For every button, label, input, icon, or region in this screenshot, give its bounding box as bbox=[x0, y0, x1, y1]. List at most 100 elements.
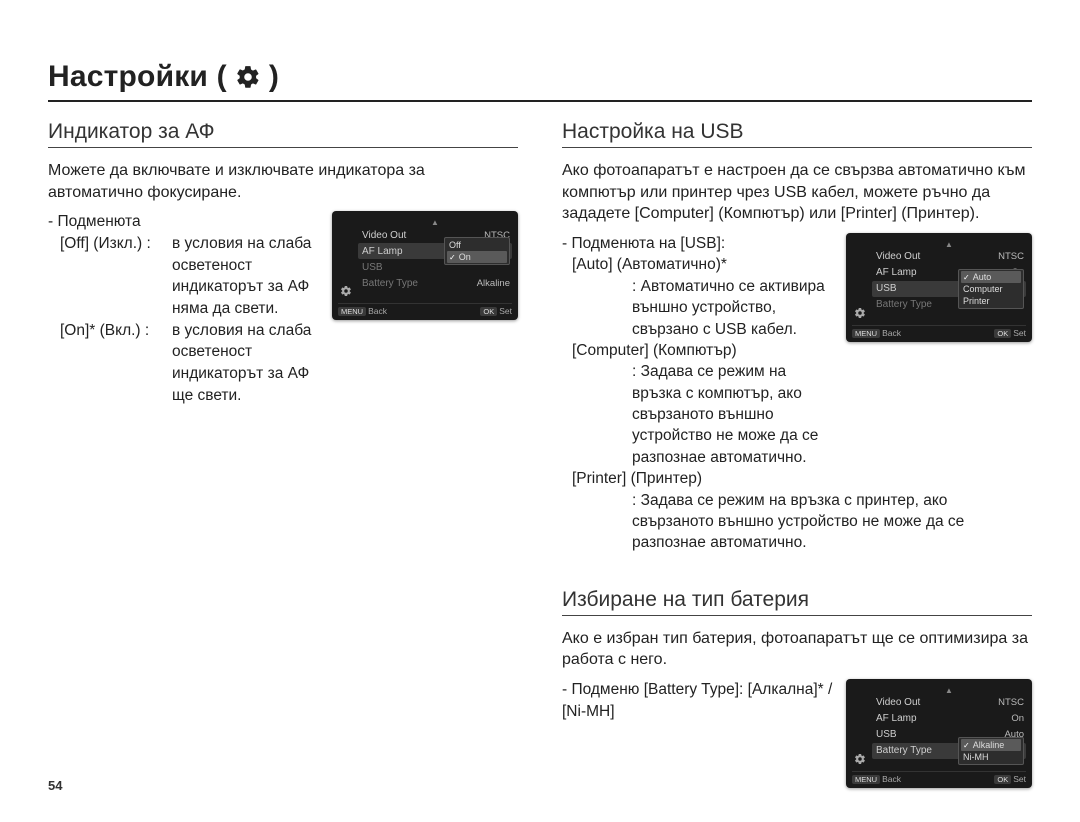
menu-button: MENU bbox=[852, 775, 880, 784]
usb-intro: Ако фотоапаратът е настроен да се свързв… bbox=[562, 160, 1032, 225]
menu-row-value: NTSC bbox=[998, 251, 1024, 262]
usb-submenu-text: - Подменюта на [USB]: [Auto] (Автоматичн… bbox=[562, 233, 834, 468]
usb-item-label: [Printer] (Принтер) bbox=[572, 468, 1032, 489]
dropdown-item-label: On bbox=[459, 252, 471, 262]
set-label: Set bbox=[499, 306, 512, 316]
gear-icon bbox=[854, 307, 866, 319]
dropdown-item-label: Ni-MH bbox=[963, 752, 989, 762]
menu-row-label: AF Lamp bbox=[876, 713, 917, 724]
menu-button: MENU bbox=[338, 307, 366, 316]
menu-row-label: Battery Type bbox=[876, 745, 932, 756]
menu-row-value: NTSC bbox=[998, 697, 1024, 708]
af-screen: ▲Video OutNTSCAF LampOffOnUSBBattery Typ… bbox=[332, 211, 518, 320]
usb-item-label: [Auto] (Автоматично)* bbox=[572, 254, 834, 275]
menu-row-value: On bbox=[1011, 713, 1024, 724]
dropdown: Alkaline Ni-MH bbox=[958, 737, 1024, 765]
menu-row-label: Video Out bbox=[876, 251, 920, 262]
menu-row-value: Alkaline bbox=[477, 278, 510, 289]
screen-footer: MENUBack OKSet bbox=[338, 303, 512, 316]
af-heading: Индикатор за АФ bbox=[48, 120, 518, 148]
ok-button: OK bbox=[994, 329, 1011, 338]
menu-row: Video Out NTSC bbox=[872, 695, 1026, 711]
chevron-up-icon: ▲ bbox=[872, 241, 1026, 249]
check-icon bbox=[449, 252, 457, 262]
page-number: 54 bbox=[48, 778, 62, 793]
page-title: Настройки ( ) bbox=[48, 60, 1032, 102]
usb-body-row: - Подменюта на [USB]: [Auto] (Автоматичн… bbox=[562, 233, 1032, 468]
menu-row: Battery Type Alkaline bbox=[358, 275, 512, 291]
af-indicator-section: Индикатор за АФ Можете да включвате и из… bbox=[48, 120, 518, 406]
af-body-row: - Подменюта [Off] (Изкл.) : в условия на… bbox=[48, 211, 518, 406]
dropdown: Off On bbox=[444, 237, 510, 265]
dropdown-item-label: Off bbox=[449, 240, 461, 250]
chevron-up-icon: ▲ bbox=[358, 219, 512, 227]
af-item-desc: в условия на слаба осветеност индикаторъ… bbox=[172, 320, 316, 407]
dropdown-item: On bbox=[447, 251, 507, 263]
gear-icon bbox=[235, 64, 261, 90]
battery-heading: Избиране на тип батерия bbox=[562, 588, 1032, 616]
usb-item-desc: : Автоматично се активира външно устройс… bbox=[572, 276, 834, 340]
menu-row-label: Battery Type bbox=[362, 278, 418, 289]
battery-section: Избиране на тип батерия Ако е избран тип… bbox=[562, 588, 1032, 788]
af-submenu-text: - Подменюта [Off] (Изкл.) : в условия на… bbox=[48, 211, 320, 406]
usb-section: Настройка на USB Ако фотоапаратът е наст… bbox=[562, 120, 1032, 554]
dropdown-item-label: Alkaline bbox=[973, 740, 1005, 750]
screen-footer: MENUBack OKSet bbox=[852, 771, 1026, 784]
check-icon bbox=[963, 740, 971, 750]
dropdown-item: Off bbox=[447, 239, 507, 251]
back-label: Back bbox=[882, 328, 901, 338]
af-item-desc: в условия на слаба осветеност индикаторъ… bbox=[172, 233, 316, 320]
usb-item-desc: : Задава се режим на връзка с компютър, … bbox=[572, 361, 834, 468]
battery-body-row: - Подменю [Battery Type]: [Алкална]* / [… bbox=[562, 679, 1032, 788]
menu-row-label: USB bbox=[362, 262, 383, 273]
dropdown: Auto Computer Printer bbox=[958, 269, 1024, 309]
back-label: Back bbox=[368, 306, 387, 316]
menu-row: AF Lamp On bbox=[872, 711, 1026, 727]
dropdown-item: Computer bbox=[961, 283, 1021, 295]
title-text: Настройки ( bbox=[48, 60, 227, 94]
af-item-label: [On]* (Вкл.) : bbox=[60, 320, 168, 407]
battery-submenu-text: - Подменю [Battery Type]: [Алкална]* / [… bbox=[562, 679, 834, 722]
menu-row-label: Battery Type bbox=[876, 299, 932, 310]
battery-intro: Ако е избран тип батерия, фотоапаратът щ… bbox=[562, 628, 1032, 671]
check-icon bbox=[963, 272, 971, 282]
dropdown-item: Ni-MH bbox=[961, 751, 1021, 763]
dropdown-item-label: Printer bbox=[963, 296, 990, 306]
usb-item-desc: : Задава се режим на връзка с принтер, а… bbox=[572, 490, 1032, 554]
menu-row-label: USB bbox=[876, 283, 897, 294]
menu-row: USBAutoComputerPrinter bbox=[872, 281, 1026, 297]
af-item-label: [Off] (Изкл.) : bbox=[60, 233, 168, 320]
screen-footer: MENUBackOKSet bbox=[852, 325, 1026, 338]
menu-button: MENU bbox=[852, 329, 880, 338]
menu-row-label: Video Out bbox=[362, 230, 406, 241]
menu-row: AF Lamp Off On bbox=[358, 243, 512, 259]
gear-icon bbox=[340, 285, 352, 297]
menu-row: Battery Type Alkaline Ni-MH bbox=[872, 743, 1026, 759]
menu-row-label: Video Out bbox=[876, 697, 920, 708]
dropdown-item-label: Computer bbox=[963, 284, 1003, 294]
dropdown-item: Alkaline bbox=[961, 739, 1021, 751]
ok-button: OK bbox=[480, 307, 497, 316]
usb-item-label: [Computer] (Компютър) bbox=[572, 340, 834, 361]
menu-row-label: USB bbox=[876, 729, 897, 740]
usb-screen: ▲Video OutNTSCAF LampOnUSBAutoComputerPr… bbox=[846, 233, 1032, 342]
title-suffix: ) bbox=[269, 60, 279, 94]
back-label: Back bbox=[882, 774, 901, 784]
af-intro: Можете да включвате и изключвате индикат… bbox=[48, 160, 518, 203]
usb-heading: Настройка на USB bbox=[562, 120, 1032, 148]
ok-button: OK bbox=[994, 775, 1011, 784]
right-column: Настройка на USB Ако фотоапаратът е наст… bbox=[562, 120, 1032, 822]
chevron-up-icon: ▲ bbox=[872, 687, 1026, 695]
dropdown-item: Printer bbox=[961, 295, 1021, 307]
usb-printer-block: [Printer] (Принтер) : Задава се режим на… bbox=[562, 468, 1032, 554]
menu-row-label: AF Lamp bbox=[362, 246, 403, 257]
set-label: Set bbox=[1013, 774, 1026, 784]
dropdown-item-label: Auto bbox=[973, 272, 992, 282]
content-columns: Индикатор за АФ Можете да включвате и из… bbox=[48, 120, 1032, 822]
menu-row: Video Out NTSC bbox=[872, 249, 1026, 265]
dropdown-item: Auto bbox=[961, 271, 1021, 283]
left-column: Индикатор за АФ Можете да включвате и из… bbox=[48, 120, 518, 822]
af-submenu-label: - Подменюта bbox=[48, 211, 320, 233]
gear-icon bbox=[854, 753, 866, 765]
battery-screen: ▲Video OutNTSCAF LampOnUSBAutoBattery Ty… bbox=[846, 679, 1032, 788]
